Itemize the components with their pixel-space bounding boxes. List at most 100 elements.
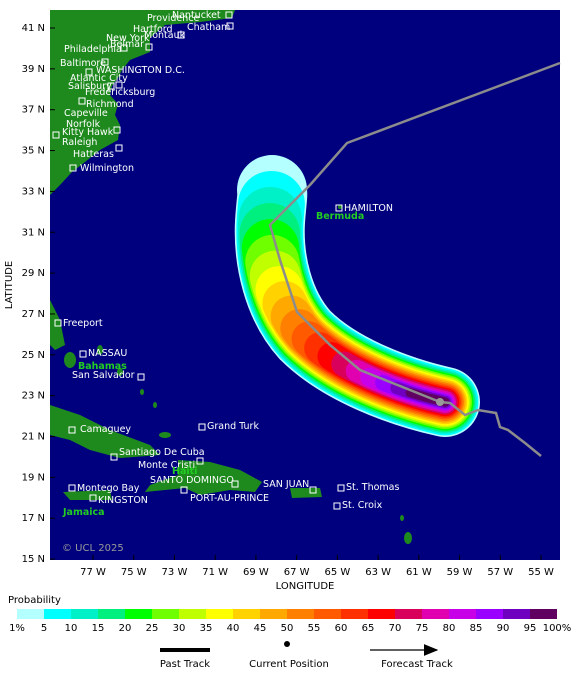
legend-current-position [284,641,290,647]
city-label: Salisbury [68,81,112,92]
colorbar-cell [125,609,152,619]
colorbar-label: 55 [308,623,321,634]
x-axis-label: LONGITUDE [276,581,335,592]
colorbar-label: 25 [146,623,159,634]
colorbar-cell [449,609,476,619]
city-label: Montego Bay [77,483,140,494]
forecast-track [268,61,561,404]
colorbar-label: 20 [119,623,132,634]
city-marker [309,486,317,494]
y-axis-label: LATITUDE [4,261,15,309]
city-label: Baltimore [60,58,106,69]
city-marker [68,426,76,434]
colorbar-title: Probability [8,595,61,606]
colorbar-label: 90 [497,623,510,634]
legend-label: Past Track [160,659,210,670]
city-label: Richmond [86,99,134,110]
city-label: SANTO DOMINGO [150,475,234,486]
colorbar-cell [206,609,233,619]
city-label: St. Croix [342,500,383,511]
colorbar-cell [44,609,71,619]
lat-tick-label: 27 N [22,309,45,320]
city-label: PORT-AU-PRINCE [190,493,269,504]
lon-tick-label: 71 W [202,567,228,578]
colorbar-label: 40 [227,623,240,634]
colorbar: 1% 5 10 15 20 25 30 35 40 45 50 55 60 65 70 75 80 85 90 95 1… [9,609,571,634]
city-label: KINGSTON [98,495,148,506]
colorbar-label: 80 [443,623,456,634]
lon-tick-label: 59 W [447,567,473,578]
city-marker [120,44,128,52]
colorbar-label: 15 [92,623,105,634]
colorbar-label: 95 [524,623,537,634]
city-label: Raleigh [62,137,97,148]
colorbar-cell [314,609,341,619]
city-label: NASSAU [88,348,127,359]
city-marker [78,97,86,105]
colorbar-cell [71,609,98,619]
city-marker [335,204,343,212]
lat-tick-label: 35 N [22,146,45,157]
lat-tick-label: 37 N [22,105,45,116]
city-label: HAMILTON [344,203,393,214]
city-marker [52,131,60,139]
colorbar-label: 70 [389,623,402,634]
colorbar-cell [233,609,260,619]
city-label: Nantucket [172,10,221,21]
lon-tick-label: 77 W [80,567,106,578]
city-marker [113,126,121,134]
city-marker [177,31,185,39]
lat-tick-label: 39 N [22,64,45,75]
city-label: Kitty Hawk [62,127,114,138]
city-marker [196,457,204,465]
city-marker [225,11,233,19]
city-label: Capeville [64,108,108,119]
city-marker [137,373,145,381]
colorbar-label: 5 [41,623,47,634]
city-marker [79,350,87,358]
city-marker [68,484,76,492]
colorbar-cell [476,609,503,619]
city-marker [198,423,206,431]
city-label: Camaguey [80,424,131,435]
city-marker [115,144,123,152]
city-label: St. Thomas [346,482,400,493]
city-marker [69,164,77,172]
region-label: Bermuda [316,211,364,222]
city-label: Hatteras [73,149,114,160]
city-label: Chatham [187,22,230,33]
lon-tick-label: 57 W [487,567,513,578]
lat-tick-label: 19 N [22,472,45,483]
lat-tick-label: 23 N [22,391,45,402]
colorbar-label: 60 [335,623,348,634]
lon-tick-label: 55 W [528,567,554,578]
city-marker [145,43,153,51]
city-marker [337,484,345,492]
city-label: Providence [147,13,199,24]
city-marker [110,453,118,461]
city-marker [226,22,234,30]
colorbar-cell [395,609,422,619]
colorbar-cell [179,609,206,619]
colorbar-label: 65 [362,623,375,634]
colorbar-cell [368,609,395,619]
colorbar-label: 35 [200,623,213,634]
probability-swath [234,155,480,437]
lon-tick-label: 73 W [162,567,188,578]
colorbar-cell [17,609,44,619]
colorbar-label: 85 [470,623,483,634]
city-marker [231,480,239,488]
colorbar-label: 75 [416,623,429,634]
colorbar-label: 10 [65,623,78,634]
past-track [439,400,542,457]
current-position [436,398,444,406]
lat-tick-label: 33 N [22,186,45,197]
city-label: Atlantic City [70,73,128,84]
lon-tick-label: 65 W [324,567,350,578]
city-label: Freeport [63,318,103,329]
colorbar-cell [152,609,179,619]
city-marker [333,502,341,510]
lon-tick-label: 67 W [284,567,310,578]
city-marker [54,319,62,327]
